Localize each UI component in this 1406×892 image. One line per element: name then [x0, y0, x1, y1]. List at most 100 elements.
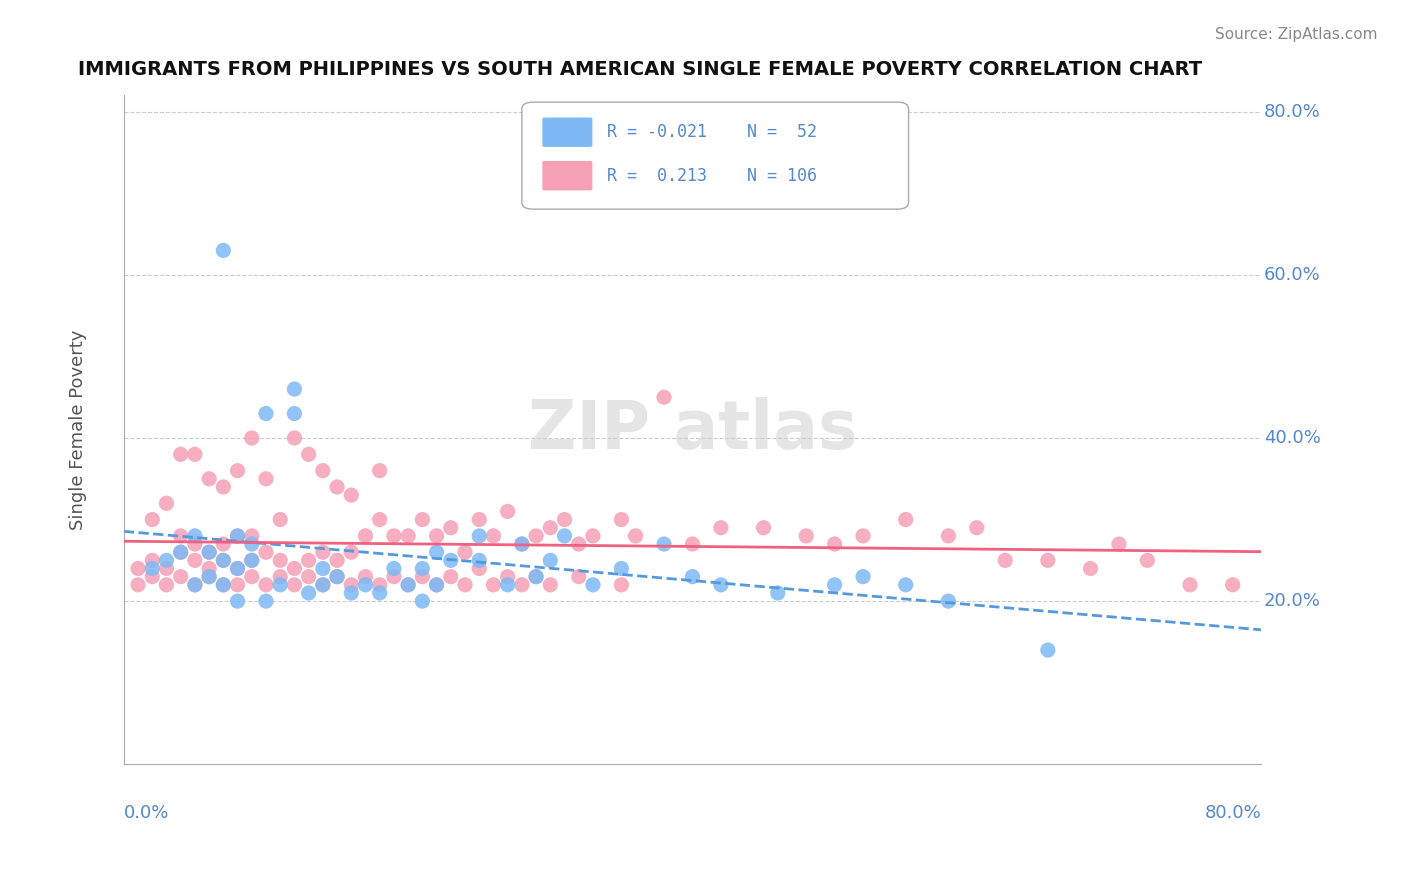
- Point: [426, 529, 449, 543]
- Point: [354, 529, 377, 543]
- Point: [155, 496, 177, 510]
- Point: [283, 431, 305, 445]
- Point: [538, 578, 561, 592]
- Text: 80.0%: 80.0%: [1264, 103, 1320, 120]
- Point: [426, 578, 449, 592]
- Point: [254, 578, 277, 592]
- Point: [568, 537, 591, 551]
- Point: [340, 586, 363, 600]
- Text: Source: ZipAtlas.com: Source: ZipAtlas.com: [1215, 27, 1378, 42]
- Point: [426, 545, 449, 559]
- Point: [354, 569, 377, 583]
- Point: [269, 512, 291, 526]
- Point: [155, 561, 177, 575]
- Point: [368, 512, 391, 526]
- Point: [354, 578, 377, 592]
- Text: 60.0%: 60.0%: [1264, 266, 1320, 284]
- Point: [610, 561, 633, 575]
- Point: [170, 529, 193, 543]
- Point: [326, 553, 349, 567]
- Point: [254, 545, 277, 559]
- Point: [368, 578, 391, 592]
- Point: [938, 594, 960, 608]
- Point: [411, 561, 433, 575]
- Text: Single Female Poverty: Single Female Poverty: [69, 330, 87, 530]
- Point: [184, 529, 207, 543]
- Point: [396, 578, 419, 592]
- Point: [184, 578, 207, 592]
- FancyBboxPatch shape: [522, 102, 908, 209]
- Point: [312, 578, 335, 592]
- Point: [1108, 537, 1130, 551]
- Point: [824, 578, 846, 592]
- Point: [794, 529, 817, 543]
- Point: [382, 529, 405, 543]
- Point: [198, 545, 221, 559]
- Point: [340, 578, 363, 592]
- Point: [254, 472, 277, 486]
- Point: [298, 569, 321, 583]
- Point: [852, 569, 875, 583]
- Point: [382, 569, 405, 583]
- Point: [411, 569, 433, 583]
- Point: [212, 578, 235, 592]
- Point: [226, 529, 249, 543]
- Point: [682, 537, 704, 551]
- Text: R = -0.021    N =  52: R = -0.021 N = 52: [607, 123, 817, 141]
- Point: [510, 578, 533, 592]
- Point: [283, 578, 305, 592]
- Point: [610, 512, 633, 526]
- Point: [155, 578, 177, 592]
- Point: [141, 561, 163, 575]
- Text: ZIP atlas: ZIP atlas: [527, 397, 858, 463]
- Point: [610, 578, 633, 592]
- Point: [155, 553, 177, 567]
- Point: [468, 512, 491, 526]
- Point: [538, 553, 561, 567]
- Point: [212, 244, 235, 258]
- Point: [482, 529, 505, 543]
- Point: [184, 553, 207, 567]
- FancyBboxPatch shape: [543, 118, 592, 147]
- Point: [240, 431, 263, 445]
- Point: [538, 521, 561, 535]
- Point: [396, 529, 419, 543]
- Point: [127, 578, 149, 592]
- Point: [454, 578, 477, 592]
- Point: [283, 561, 305, 575]
- Point: [1080, 561, 1102, 575]
- Point: [482, 578, 505, 592]
- Point: [624, 529, 647, 543]
- Point: [496, 569, 519, 583]
- Point: [1178, 578, 1201, 592]
- Point: [1036, 643, 1059, 657]
- Point: [184, 537, 207, 551]
- Point: [652, 390, 675, 404]
- Point: [226, 464, 249, 478]
- Point: [524, 569, 547, 583]
- Point: [240, 569, 263, 583]
- Point: [468, 553, 491, 567]
- Point: [440, 553, 463, 567]
- Point: [198, 472, 221, 486]
- Point: [184, 578, 207, 592]
- Point: [340, 545, 363, 559]
- Point: [283, 382, 305, 396]
- Point: [312, 464, 335, 478]
- Point: [312, 561, 335, 575]
- Point: [824, 537, 846, 551]
- Text: R =  0.213    N = 106: R = 0.213 N = 106: [607, 167, 817, 185]
- Point: [141, 553, 163, 567]
- Point: [652, 537, 675, 551]
- Point: [710, 578, 733, 592]
- Point: [440, 521, 463, 535]
- Point: [524, 529, 547, 543]
- Point: [524, 569, 547, 583]
- Point: [468, 529, 491, 543]
- Point: [582, 529, 605, 543]
- Point: [510, 537, 533, 551]
- Text: 0.0%: 0.0%: [124, 805, 169, 822]
- Point: [141, 569, 163, 583]
- Point: [496, 504, 519, 518]
- Point: [568, 569, 591, 583]
